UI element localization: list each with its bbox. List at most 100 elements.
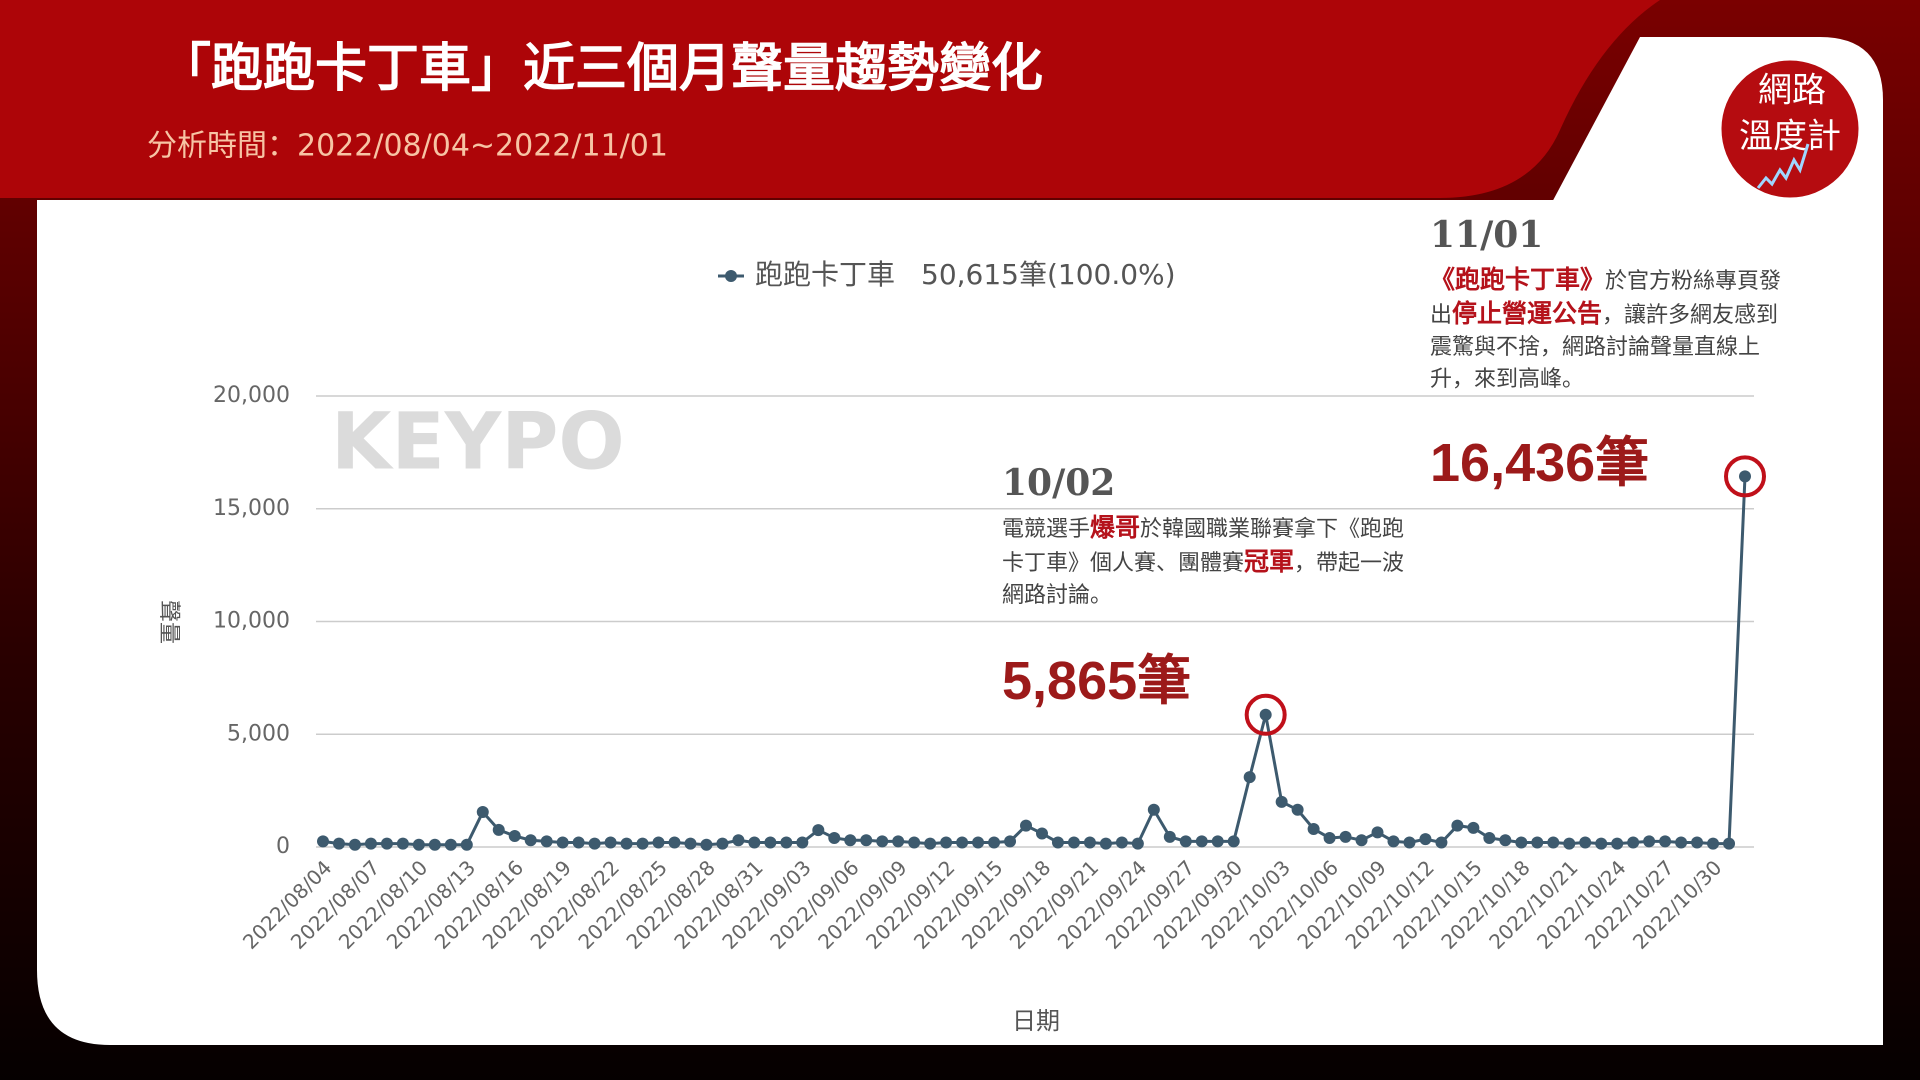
point [444,838,457,851]
point [380,837,393,850]
point [1099,837,1112,850]
point [1291,803,1304,816]
point [940,836,953,849]
point [732,834,745,847]
point [764,836,777,849]
subtitle: 分析時間：2022/08/04~2022/11/01 [147,129,668,164]
point [1131,837,1144,850]
annotation-segment: 電競選手 [1002,517,1091,542]
point [588,837,601,850]
point [508,829,521,842]
logo [1718,57,1862,201]
y-tick-label: 0 [276,834,290,859]
point [988,836,1001,849]
header-band [0,0,1660,198]
point [828,831,841,844]
point [1547,836,1560,849]
point [476,806,489,819]
point [317,835,329,848]
title: 「跑跑卡丁車」近三個月聲量趨勢變化 [159,39,1043,99]
point [1035,827,1048,840]
point [428,838,441,851]
point [636,837,649,850]
point [1723,837,1736,850]
highlight-ring [1724,455,1766,498]
point [1707,837,1720,850]
point [956,836,969,849]
y-axis-label: 聲量 [156,600,181,644]
point [1020,819,1033,832]
point [604,836,617,849]
annotation-highlight: 停止營運公告 [1452,299,1603,328]
point [924,837,937,850]
point [1004,835,1017,848]
point [1579,836,1592,849]
point [540,835,553,848]
point [556,836,569,849]
point [1467,821,1480,834]
point [1611,837,1624,850]
annotation-date: 10/02 [1002,462,1116,504]
point [1515,836,1528,849]
point [684,837,697,850]
point [668,836,681,849]
logo-text: 網路 [1758,71,1826,111]
point [1259,708,1272,721]
point [1531,836,1544,849]
point [1403,836,1416,849]
point [1387,835,1400,848]
point [716,837,729,850]
highlight-ring [1244,693,1287,736]
point [1435,836,1448,849]
point [876,835,889,848]
y-tick-label: 5,000 [227,721,290,746]
point [332,837,345,850]
point [1563,837,1576,850]
annotation-highlight: 爆哥 [1090,513,1141,542]
point [1275,795,1288,808]
point [1083,836,1096,849]
point [364,837,377,850]
point [812,824,825,837]
annotation-segment: ，帶起一波網路討論。 [1002,551,1405,608]
annotation-date: 11/01 [1430,214,1544,256]
point [1339,830,1352,843]
x-axis-label: 日期 [1012,1007,1060,1035]
point [1163,830,1176,843]
point [972,836,985,849]
logo-text: 溫度計 [1739,117,1841,157]
annotation-text: 《跑跑卡丁車》於官方粉絲專頁發出停止營運公告，讓許多網友感到震驚與不捨，網路討論… [1430,264,1800,396]
point [908,836,921,849]
point [1195,835,1208,848]
legend-total: 50,615筆(100.0%) [921,258,1176,291]
legend-label: 跑跑卡丁車 [755,258,895,291]
legend-marker [725,270,737,282]
point [1243,771,1256,784]
point [1595,837,1608,850]
point [412,838,425,851]
point [1659,835,1672,848]
point [524,834,537,847]
annotation-segment: 於韓國職業聯賽拿下《跑跑卡丁車》個人賽、團體賽 [1002,517,1405,576]
point [460,838,473,851]
point [348,838,361,851]
point [1643,835,1656,848]
point [1115,836,1128,849]
point [1739,470,1751,483]
watermark: KEYPO [331,397,625,487]
point [1323,831,1336,844]
y-tick-label: 20,000 [213,383,290,408]
point [892,835,905,848]
point [1691,836,1704,849]
annotation-segment: ，讓許多網友感到震驚與不捨，網路討論聲量直線上升，來到高峰。 [1430,303,1779,392]
point [572,836,585,849]
point [796,836,809,849]
annotation-highlight: 冠軍 [1244,547,1295,576]
point [652,836,665,849]
point [620,837,633,850]
point [1211,835,1224,848]
point [1451,819,1464,832]
y-tick-label: 10,000 [213,609,290,634]
